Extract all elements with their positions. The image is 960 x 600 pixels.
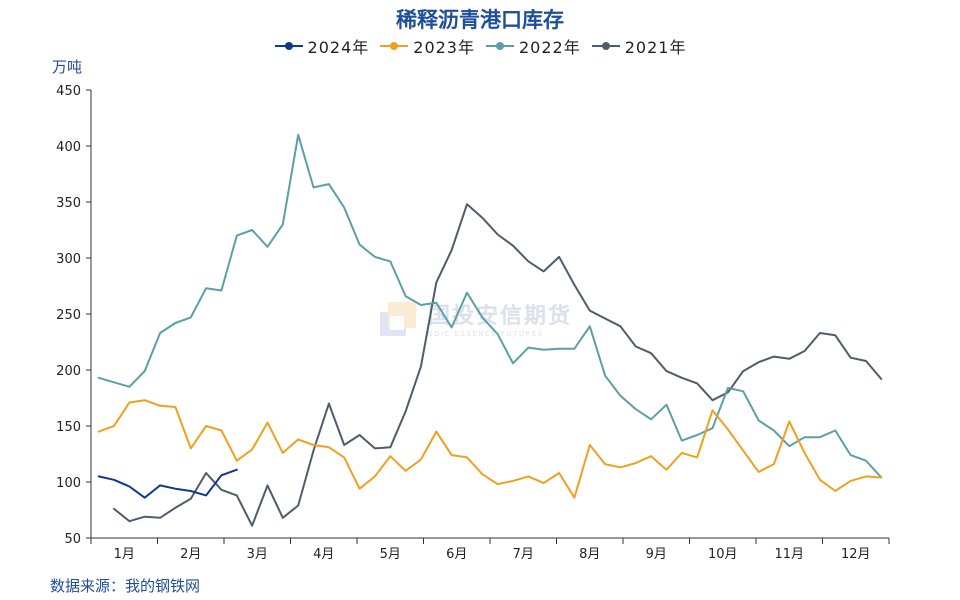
chart-legend: 2024年 2023年 2022年 2021年 [0, 34, 960, 58]
y-tick-label: 250 [56, 308, 81, 323]
x-tick-label: 12月 [841, 547, 871, 562]
series-line-2022 [97, 133, 883, 479]
x-tick-label: 11月 [774, 547, 804, 562]
x-tick-label: 3月 [247, 547, 268, 562]
x-tick-label: 5月 [380, 547, 401, 562]
legend-item-2023: 2023年 [379, 34, 475, 58]
legend-label-2024: 2024年 [307, 38, 370, 57]
x-tick-label: 10月 [708, 547, 738, 562]
x-tick-label: 7月 [513, 547, 534, 562]
y-tick-label: 100 [56, 476, 81, 491]
chart-axes: 50 100 150 200 250 300 350 400 450 1月 2月 3月 4月 5月 6月 7月… [56, 84, 890, 562]
chart-series [97, 133, 883, 527]
x-tick-label: 6月 [446, 547, 467, 562]
data-source-note: 数据来源：我的钢铁网 [50, 577, 201, 595]
watermark-text-en: SDIC ESSENCE FUTURES [428, 330, 544, 338]
legend-label-2022: 2022年 [519, 38, 581, 57]
legend-marker-2023 [380, 42, 409, 50]
series-line-2021 [113, 203, 883, 527]
x-tick-label: 1月 [114, 547, 135, 562]
legend-label-2021: 2021年 [624, 38, 687, 57]
legend-marker-2021 [591, 42, 620, 50]
legend-item-2022: 2022年 [485, 34, 581, 58]
legend-marker-2022 [486, 42, 514, 50]
x-tick-label: 2月 [180, 547, 201, 562]
x-tick-label: 4月 [313, 547, 334, 562]
series-line-2023 [97, 399, 883, 499]
legend-label-2023: 2023年 [413, 38, 475, 57]
legend-item-2021: 2021年 [591, 34, 687, 58]
y-tick-label: 300 [56, 252, 81, 267]
y-tick-label: 450 [56, 84, 81, 99]
y-tick-label: 350 [56, 196, 81, 211]
series-line-2024 [97, 468, 238, 499]
x-tick-label: 9月 [646, 547, 667, 562]
legend-marker-2024 [274, 42, 303, 50]
chart-title: 稀释沥青港口库存 [396, 8, 564, 32]
y-tick-label: 150 [56, 420, 81, 435]
watermark-logo-icon [380, 302, 416, 336]
legend-item-2024: 2024年 [274, 34, 370, 58]
y-tick-label: 50 [64, 532, 81, 547]
x-tick-label: 8月 [579, 547, 600, 562]
y-tick-label: 400 [56, 140, 81, 155]
y-axis-unit: 万吨 [52, 58, 83, 76]
y-tick-label: 200 [56, 364, 81, 379]
